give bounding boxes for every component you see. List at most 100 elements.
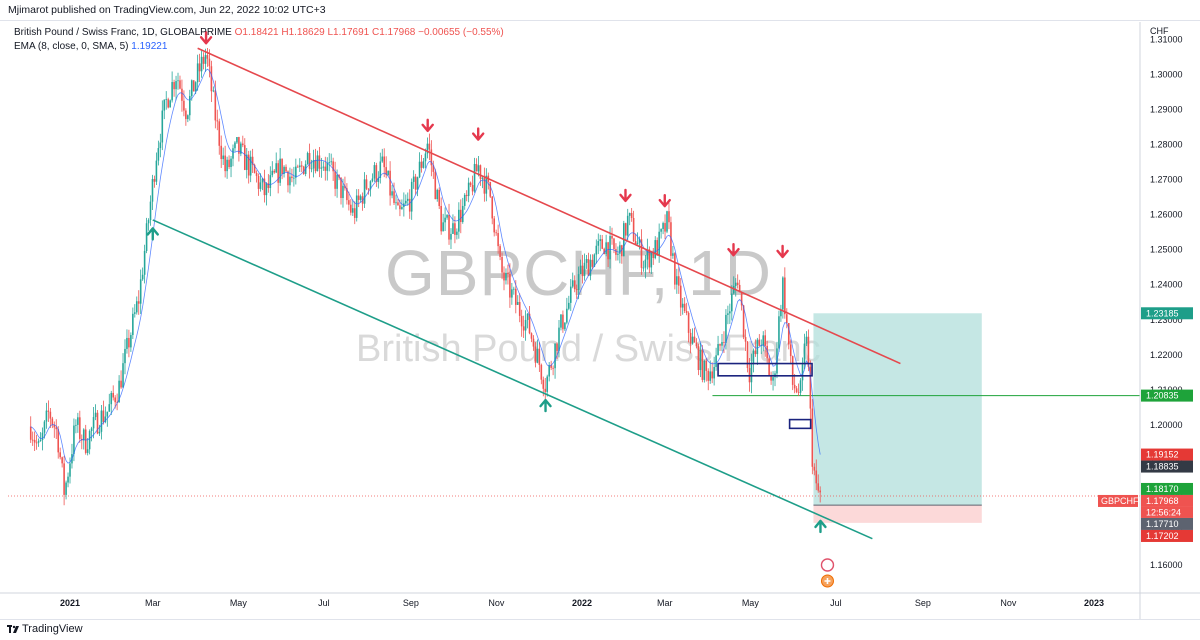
candle-body [424,153,427,162]
plot-area[interactable] [8,31,1140,588]
candle-body [171,82,173,101]
candle-body [405,200,407,204]
candle-body [471,185,474,192]
price-tag-label: 1.18835 [1146,462,1179,472]
arrow-down-icon[interactable] [727,243,740,257]
candle-body [613,238,615,250]
candle-body [298,165,301,168]
arrow-down-icon[interactable] [619,188,632,203]
candle-body [538,348,541,365]
candle-body [141,274,144,280]
candle-body [216,120,219,122]
candle-body [204,55,207,64]
arrow-down-icon[interactable] [471,127,485,141]
price-tag[interactable] [1141,529,1193,542]
candle-body [444,217,446,223]
candle-body [287,171,289,186]
candle-body [723,342,725,343]
candle-body [188,96,191,116]
candle-body [736,282,739,285]
candle-body [566,308,568,323]
candle-body [448,214,450,240]
candle-body [179,80,181,89]
price-tag-label: 1.17968 [1146,496,1179,506]
candle-body [75,424,77,426]
candle-body [320,167,323,169]
price-tag[interactable] [1141,494,1193,507]
plus-glyph-icon [824,578,831,584]
candle-body [793,384,796,389]
long-position-stop-zone[interactable] [813,505,982,523]
candle-body [599,239,602,242]
time-tick-label: Sep [915,598,931,608]
candle-body [112,392,115,398]
long-position-target-zone[interactable] [813,313,982,506]
candle-body [703,360,706,380]
arrow-down-icon[interactable] [776,244,789,259]
candle-body [232,148,234,159]
candle-body [275,163,278,173]
legend-ema[interactable]: EMA (8, close, 0, SMA, 5) [14,41,129,52]
ema-line[interactable] [30,68,821,464]
candle-body [128,337,130,348]
candle-body [412,176,415,182]
price-tag[interactable] [1141,389,1193,402]
candle-body [648,249,651,268]
legend-symbol[interactable]: British Pound / Swiss Franc, 1D, GLOBALP… [14,27,232,38]
candle-body [489,181,492,197]
candle-body [795,388,798,393]
arrow-up-icon[interactable] [814,519,827,534]
candle-body [61,457,63,464]
candle-body [365,179,368,189]
candle-body [544,388,547,392]
candle-body [634,241,637,245]
candle-body [353,208,356,218]
candle-body [756,339,759,355]
candle-body [377,178,380,183]
symbol-tag[interactable] [1098,494,1138,507]
candle-body [461,205,464,223]
resistance-trendline[interactable] [197,47,901,365]
candle-body [642,267,645,269]
price-tick-label: 1.25000 [1150,245,1183,255]
candle-body [263,178,266,196]
price-tick-label: 1.22000 [1150,350,1183,360]
arrow-up-icon[interactable] [539,398,552,413]
price-tag[interactable] [1141,460,1193,473]
candle-body [96,412,99,434]
candle-body [514,288,517,305]
price-axis[interactable]: 1.31000 1.30000 1.29000 1.28000 1.27000 1.260… [1098,22,1193,619]
candle-body [603,248,605,255]
candle-body [208,58,211,67]
price-tag[interactable] [1141,448,1193,461]
candle-body [134,312,136,314]
candle-body [381,156,384,162]
support-trendline[interactable] [152,219,873,540]
candle-body [770,375,772,381]
candle-body [626,215,629,236]
arrow-down-icon[interactable] [199,31,213,45]
candle-body [477,165,480,172]
arrow-up-icon[interactable] [146,227,159,241]
candle-body [469,182,472,186]
price-tick-label: 1.23000 [1150,315,1183,325]
candle-body [406,198,409,201]
time-axis[interactable]: 2021 Mar May Jul Sep Nov 2022 Mar May Jul Sep Nov 20… [0,592,1200,608]
arrow-down-icon[interactable] [421,118,434,133]
chart-legend: British Pound / Swiss Franc, 1D, GLOBALP… [14,26,504,54]
arrow-down-icon[interactable] [658,193,671,208]
zone-box[interactable] [788,418,812,430]
price-tag[interactable] [1141,307,1193,320]
candle-body [762,335,765,346]
price-tag[interactable] [1141,517,1193,530]
footer-brand[interactable]: TradingView [22,623,83,635]
flag-event-icon[interactable] [820,558,835,572]
candle-body [39,440,42,442]
candle-body [546,376,549,392]
candle-body [51,418,54,425]
candle-body [373,165,376,179]
price-tag[interactable] [1141,482,1193,495]
zone-box[interactable] [717,362,813,377]
candle-body [725,314,727,343]
